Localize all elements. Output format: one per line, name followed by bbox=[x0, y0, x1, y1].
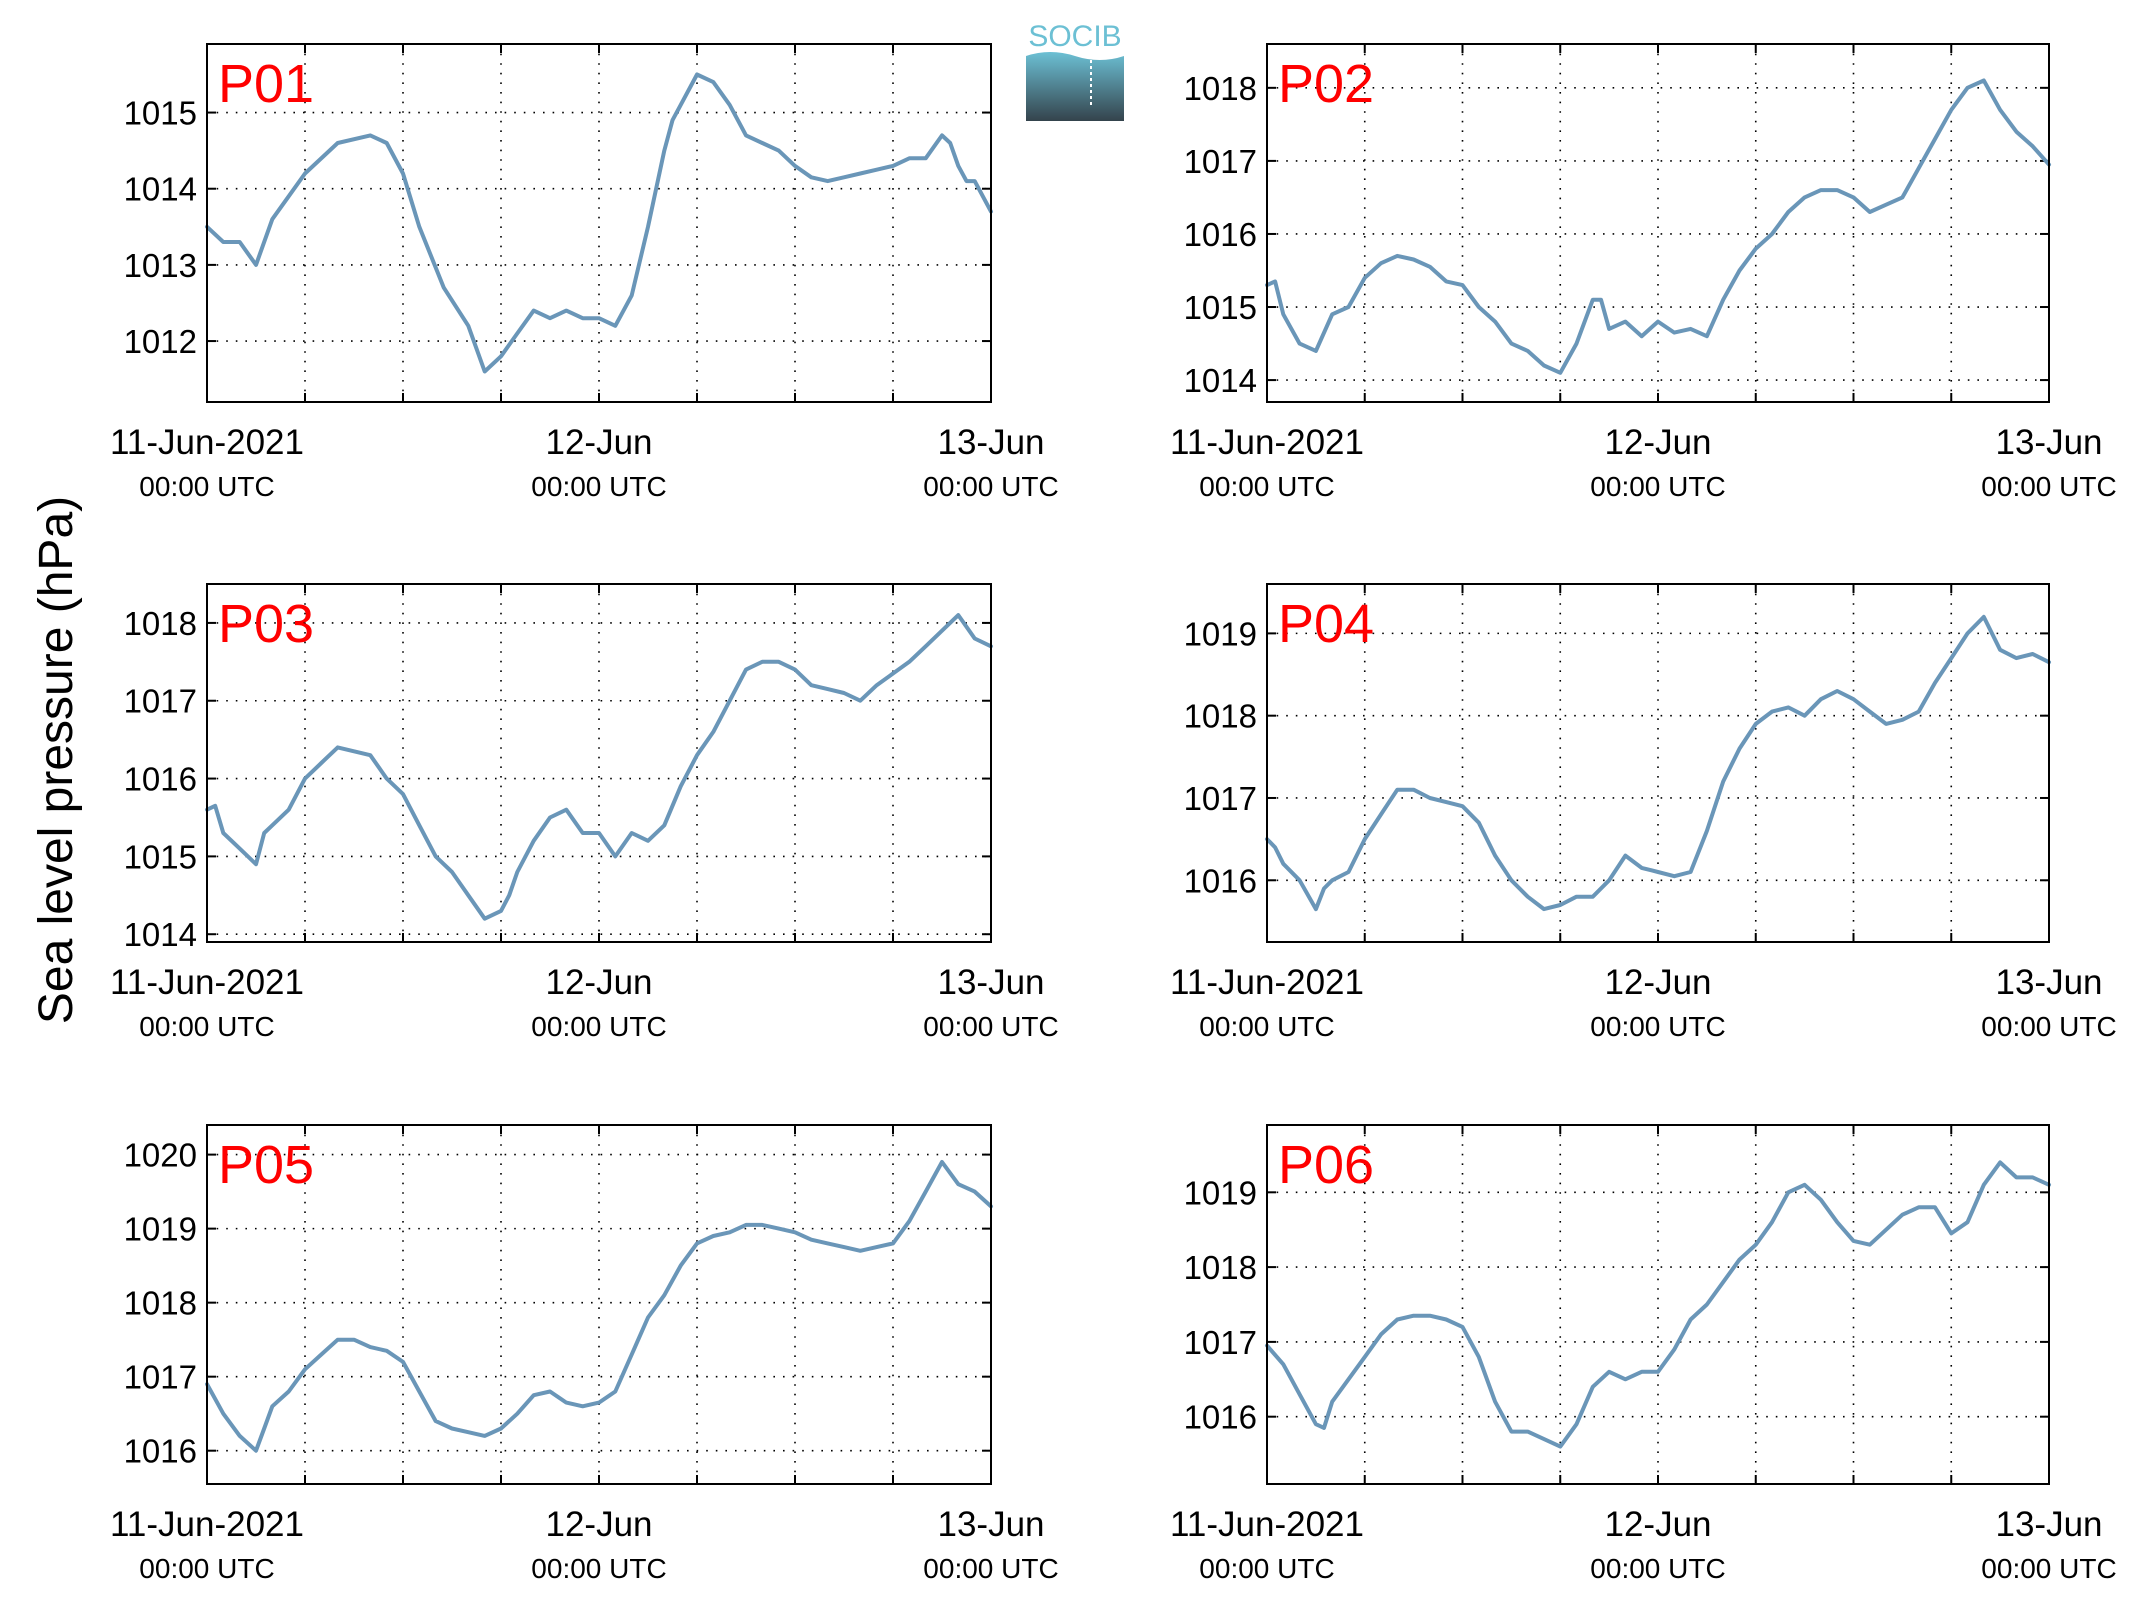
y-tick-label: 1020 bbox=[124, 1137, 197, 1174]
y-tick-label: 1014 bbox=[124, 171, 197, 208]
y-tick-label: 1019 bbox=[124, 1211, 197, 1248]
x-tick-label-time: 00:00 UTC bbox=[923, 1011, 1058, 1042]
y-tick-label: 1018 bbox=[1184, 698, 1257, 735]
x-tick-label-time: 00:00 UTC bbox=[1590, 1011, 1725, 1042]
x-tick-label-date: 13-Jun bbox=[1995, 963, 2102, 1002]
x-tick-label-time: 00:00 UTC bbox=[139, 1011, 274, 1042]
y-tick-label: 1017 bbox=[1184, 143, 1257, 180]
x-tick-label-date: 12-Jun bbox=[545, 423, 652, 462]
y-tick-label: 1016 bbox=[124, 1433, 197, 1470]
x-tick-label-date: 11-Jun-2021 bbox=[1170, 1505, 1364, 1544]
x-tick-label-time: 00:00 UTC bbox=[1981, 471, 2116, 502]
x-tick-label-date: 12-Jun bbox=[1604, 1505, 1711, 1544]
x-tick-label-date: 11-Jun-2021 bbox=[110, 1505, 304, 1544]
y-tick-label: 1016 bbox=[124, 761, 197, 798]
x-tick-label-date: 12-Jun bbox=[545, 963, 652, 1002]
x-tick-label-date: 12-Jun bbox=[545, 1505, 652, 1544]
y-tick-label: 1013 bbox=[124, 247, 197, 284]
x-tick-label-date: 13-Jun bbox=[1995, 423, 2102, 462]
panel-title: P03 bbox=[218, 594, 314, 654]
chart-panel-p01: 1012 1013 1014 1015 11-Jun-2021 00:00 UTC 12-J… bbox=[110, 43, 1059, 502]
series-line-p04 bbox=[1265, 614, 2051, 912]
x-tick-label-date: 12-Jun bbox=[1604, 423, 1711, 462]
x-tick-label-date: 13-Jun bbox=[937, 1505, 1044, 1544]
x-tick-label-time: 00:00 UTC bbox=[1981, 1011, 2116, 1042]
x-tick-label-time: 00:00 UTC bbox=[531, 471, 666, 502]
chart-panels: 1012 1013 1014 1015 11-Jun-2021 00:00 UTC 12-J… bbox=[110, 43, 2117, 1584]
panel-title: P04 bbox=[1278, 594, 1374, 654]
x-tick-label-date: 12-Jun bbox=[1604, 963, 1711, 1002]
y-tick-label: 1019 bbox=[1184, 615, 1257, 652]
socib-logo-wave bbox=[1026, 52, 1124, 121]
chart-panel-p04: 1016 1017 1018 1019 11-Jun-2021 00:00 UTC 12-J… bbox=[1170, 583, 2117, 1042]
x-tick-label-date: 11-Jun-2021 bbox=[1170, 963, 1364, 1002]
y-tick-label: 1018 bbox=[124, 1285, 197, 1322]
x-tick-label-time: 00:00 UTC bbox=[923, 471, 1058, 502]
plot-frame bbox=[1266, 43, 2050, 403]
y-tick-label: 1017 bbox=[1184, 1324, 1257, 1361]
y-tick-label: 1012 bbox=[124, 323, 197, 360]
y-tick-label: 1015 bbox=[1184, 289, 1257, 326]
x-tick-label-time: 00:00 UTC bbox=[1199, 471, 1334, 502]
y-tick-label: 1017 bbox=[124, 1359, 197, 1396]
x-tick-label-time: 00:00 UTC bbox=[139, 471, 274, 502]
panel-title: P01 bbox=[218, 54, 314, 114]
plot-frame bbox=[206, 583, 992, 943]
x-tick-label-time: 00:00 UTC bbox=[1981, 1553, 2116, 1584]
x-tick-label-date: 13-Jun bbox=[937, 423, 1044, 462]
x-tick-label-time: 00:00 UTC bbox=[1199, 1011, 1334, 1042]
y-tick-label: 1019 bbox=[1184, 1174, 1257, 1211]
y-tick-label: 1016 bbox=[1184, 1399, 1257, 1436]
x-tick-label-date: 11-Jun-2021 bbox=[110, 423, 304, 462]
series-line-p03 bbox=[205, 613, 993, 921]
series-line-p02 bbox=[1265, 78, 2051, 375]
series-line-p01 bbox=[205, 72, 993, 374]
x-tick-label-date: 11-Jun-2021 bbox=[110, 963, 304, 1002]
plot-frame bbox=[206, 1124, 992, 1485]
x-tick-label-date: 13-Jun bbox=[1995, 1505, 2102, 1544]
y-tick-label: 1016 bbox=[1184, 862, 1257, 899]
x-tick-label-time: 00:00 UTC bbox=[1199, 1553, 1334, 1584]
series-line-p06 bbox=[1265, 1160, 2051, 1449]
x-tick-label-time: 00:00 UTC bbox=[531, 1553, 666, 1584]
chart-panel-p05: 1016 1017 1018 1019 1020 11-Jun-2021 00:00 UTC… bbox=[110, 1124, 1059, 1584]
y-tick-label: 1018 bbox=[1184, 70, 1257, 107]
panel-title: P06 bbox=[1278, 1135, 1374, 1195]
y-tick-label: 1014 bbox=[1184, 362, 1257, 399]
y-tick-label: 1014 bbox=[124, 916, 197, 953]
y-axis-label: Sea level pressure (hPa) bbox=[30, 496, 83, 1024]
socib-logo: SOCIB bbox=[1026, 20, 1124, 121]
x-tick-label-time: 00:00 UTC bbox=[139, 1553, 274, 1584]
x-tick-label-date: 13-Jun bbox=[937, 963, 1044, 1002]
chart-panel-p03: 1014 1015 1016 1017 1018 11-Jun-2021 00:00 UTC… bbox=[110, 583, 1059, 1042]
panel-title: P02 bbox=[1278, 54, 1374, 114]
y-tick-label: 1016 bbox=[1184, 216, 1257, 253]
y-tick-label: 1018 bbox=[124, 605, 197, 642]
panel-title: P05 bbox=[218, 1135, 314, 1195]
y-tick-label: 1018 bbox=[1184, 1249, 1257, 1286]
x-tick-label-time: 00:00 UTC bbox=[1590, 471, 1725, 502]
series-line-p05 bbox=[205, 1160, 993, 1453]
plot-frame bbox=[1266, 583, 2050, 943]
chart-panel-p02: 1014 1015 1016 1017 1018 11-Jun-2021 00:00 UTC… bbox=[1170, 43, 2117, 502]
y-tick-label: 1017 bbox=[1184, 780, 1257, 817]
x-tick-label-time: 00:00 UTC bbox=[1590, 1553, 1725, 1584]
x-tick-label-time: 00:00 UTC bbox=[531, 1011, 666, 1042]
socib-logo-text: SOCIB bbox=[1028, 20, 1121, 53]
plot-frame bbox=[1266, 1124, 2050, 1485]
y-tick-label: 1015 bbox=[124, 838, 197, 875]
plot-frame bbox=[206, 43, 992, 403]
y-tick-label: 1015 bbox=[124, 95, 197, 132]
x-tick-label-time: 00:00 UTC bbox=[923, 1553, 1058, 1584]
x-tick-label-date: 11-Jun-2021 bbox=[1170, 423, 1364, 462]
chart-panel-p06: 1016 1017 1018 1019 11-Jun-2021 00:00 UTC 12-J… bbox=[1170, 1124, 2117, 1584]
y-tick-label: 1017 bbox=[124, 683, 197, 720]
